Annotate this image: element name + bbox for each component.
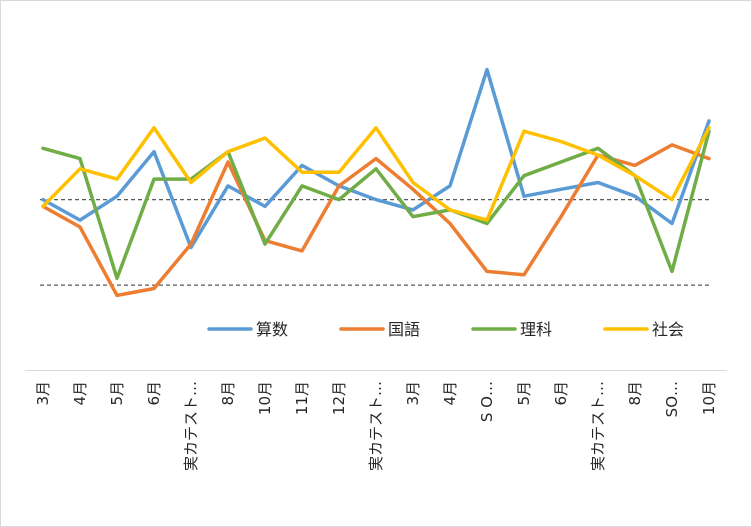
- x-tick-label-6: 10月: [256, 381, 274, 415]
- x-tick-label-12: S O…: [478, 381, 496, 422]
- x-tick-label-10: 3月: [404, 381, 422, 406]
- x-tick-label-8: 12月: [330, 381, 348, 415]
- x-tick-label-18: 10月: [700, 381, 718, 415]
- x-tick-label-16: 8月: [626, 381, 644, 406]
- series-line-2: [41, 129, 711, 281]
- legend-label-0: 算数: [256, 320, 288, 339]
- x-tick-label-17: SO…: [663, 381, 681, 417]
- x-tick-label-4: 実カテスト…: [182, 381, 200, 471]
- legend-label-2: 理科: [520, 320, 552, 339]
- x-tick-label-5: 8月: [219, 381, 237, 406]
- x-axis-tick-labels: 3月 4月 5月 6月 実カテスト… 8月 10月 11月 12月 実カテスト… 3月 4月 S O… 5…: [34, 381, 718, 471]
- x-tick-label-0: 3月: [34, 381, 52, 406]
- legend: 算数 国語 理科 社会: [207, 320, 684, 339]
- x-tick-label-15: 実カテスト…: [589, 381, 607, 471]
- x-tick-label-14: 6月: [552, 381, 570, 406]
- x-tick-label-3: 6月: [145, 381, 163, 406]
- x-tick-label-1: 4月: [71, 381, 89, 406]
- series-line-0: [41, 67, 711, 250]
- x-tick-label-7: 11月: [293, 381, 311, 415]
- x-tick-label-11: 4月: [441, 381, 459, 406]
- x-tick-label-9: 実カテスト…: [367, 381, 385, 471]
- series-line-3: [41, 126, 711, 222]
- x-tick-label-13: 5月: [515, 381, 533, 406]
- series-layer: [41, 67, 711, 298]
- legend-label-3: 社会: [652, 320, 684, 339]
- x-tick-label-2: 5月: [108, 381, 126, 406]
- legend-label-1: 国語: [388, 320, 420, 339]
